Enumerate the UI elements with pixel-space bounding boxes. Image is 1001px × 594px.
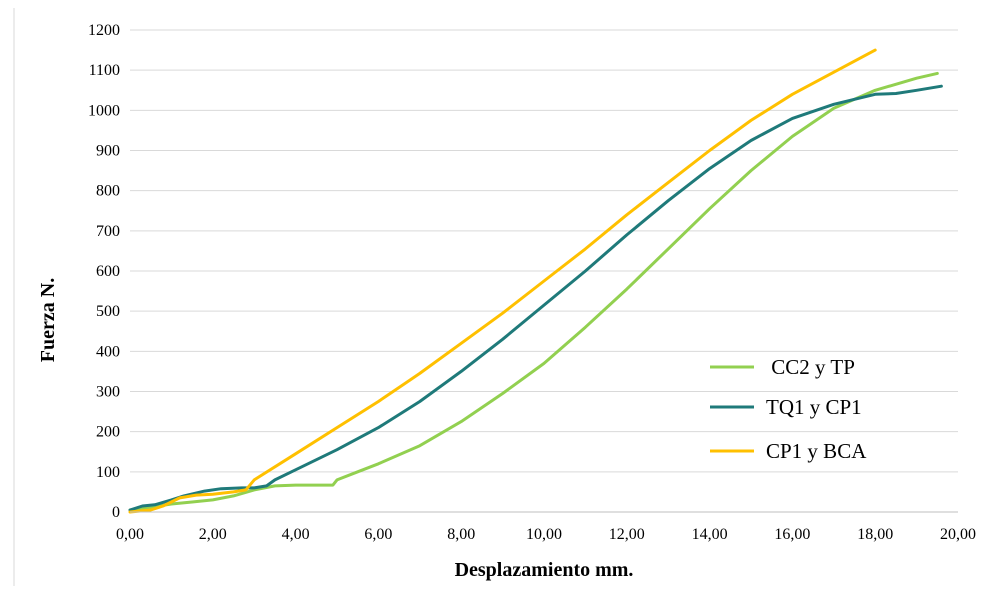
y-tick-label: 1000	[88, 102, 120, 119]
y-tick-label: 1100	[89, 62, 120, 79]
y-axis-title: Fuerza N.	[37, 278, 59, 362]
x-tick-label: 16,00	[774, 526, 810, 543]
x-tick-label: 0,00	[116, 526, 144, 543]
legend: CC2 y TP TQ1 y CP1 CP1 y BCA	[710, 355, 867, 463]
x-tick-labels: 0,00 2,00 4,00 6,00 8,00 10,00 12,00 14,00 16,00…	[116, 526, 976, 543]
x-tick-label: 2,00	[199, 526, 227, 543]
y-tick-labels: 0 100 200 300 400 500 600 700 800 900 1000 1100 1200	[88, 22, 120, 521]
y-tick-label: 300	[96, 384, 120, 401]
x-tick-label: 6,00	[364, 526, 392, 543]
y-tick-label: 1200	[88, 22, 120, 39]
x-tick-label: 18,00	[857, 526, 893, 543]
y-tick-label: 200	[96, 424, 120, 441]
series-line-2	[128, 84, 943, 512]
series-line-1	[128, 71, 939, 512]
y-tick-label: 900	[96, 143, 120, 160]
legend-label-1: CC2 y TP	[766, 355, 855, 379]
x-tick-label: 10,00	[526, 526, 562, 543]
y-tick-label: 600	[96, 263, 120, 280]
x-tick-label: 14,00	[692, 526, 728, 543]
y-tick-label: 0	[112, 504, 120, 521]
x-tick-label: 12,00	[609, 526, 645, 543]
gridlines	[130, 29, 958, 473]
x-axis-title: Desplazamiento mm.	[455, 559, 634, 581]
legend-label-2: TQ1 y CP1	[766, 395, 862, 419]
y-tick-label: 800	[96, 183, 120, 200]
y-tick-label: 500	[96, 303, 120, 320]
series-line-3	[128, 48, 877, 514]
legend-label-3: CP1 y BCA	[766, 439, 867, 463]
y-tick-label: 700	[96, 223, 120, 240]
y-tick-label: 400	[96, 343, 120, 360]
x-tick-label: 20,00	[940, 526, 976, 543]
series-layer	[128, 48, 943, 514]
y-tick-label: 100	[96, 464, 120, 481]
x-tick-label: 8,00	[447, 526, 475, 543]
x-tick-label: 4,00	[282, 526, 310, 543]
